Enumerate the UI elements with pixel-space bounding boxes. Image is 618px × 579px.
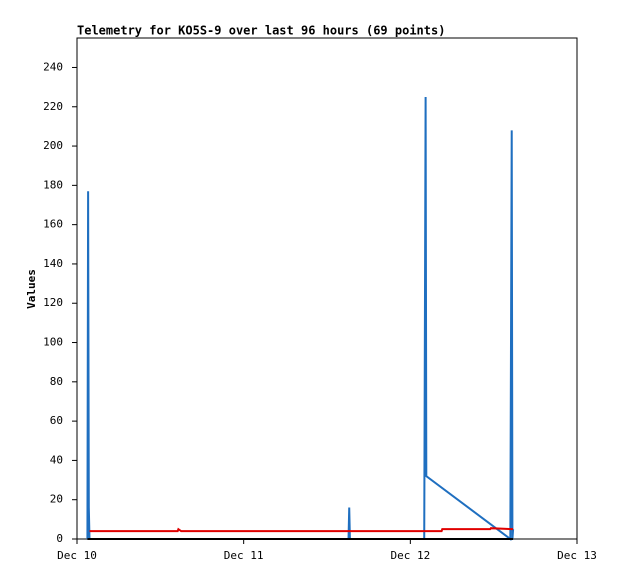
y-tick-label: 200 [43,139,63,152]
y-axis-label: Values [25,269,38,309]
y-tick-label: 60 [50,414,63,427]
x-tick-label: Dec 11 [224,549,264,562]
y-tick-label: 140 [43,257,63,270]
y-tick-label: 160 [43,218,63,231]
y-tick-label: 20 [50,493,63,506]
y-tick-label: 240 [43,60,63,73]
y-tick-label: 120 [43,296,63,309]
y-tick-label: 100 [43,336,63,349]
y-tick-label: 0 [56,532,63,545]
y-tick-label: 40 [50,453,63,466]
series-line [86,96,515,541]
series-line [89,527,514,533]
x-tick-label: Dec 12 [390,549,430,562]
chart-title: Telemetry for KO5S-9 over last 96 hours … [77,24,445,38]
plot-frame [76,37,578,540]
x-tick-label: Dec 13 [557,549,597,562]
y-tick-label: 180 [43,178,63,191]
y-tick-label: 80 [50,375,63,388]
x-tick-label: Dec 10 [57,549,97,562]
y-tick-label: 220 [43,100,63,113]
